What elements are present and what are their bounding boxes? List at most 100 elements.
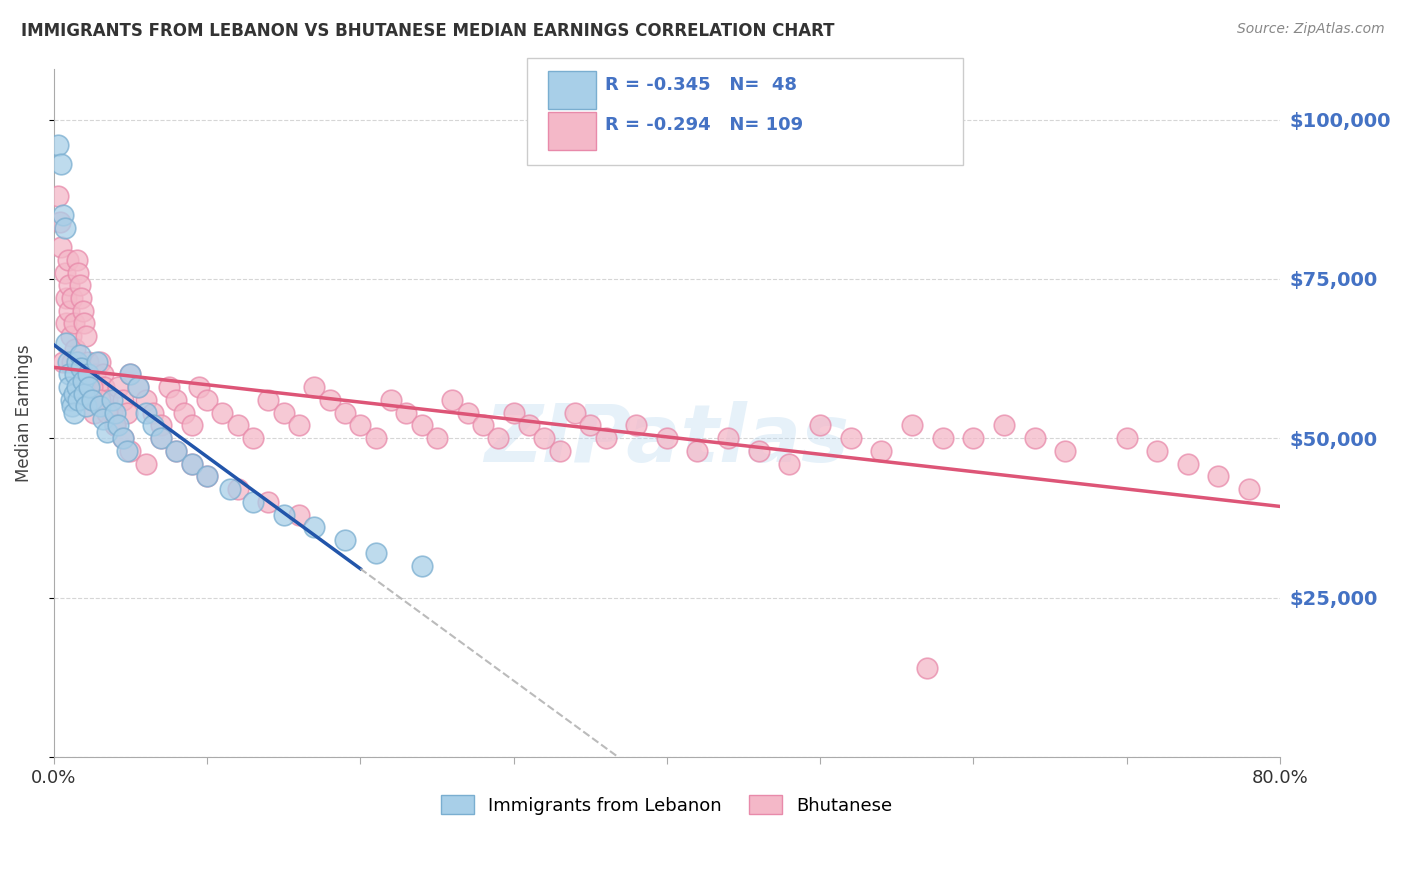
Point (93, 380, 115, 394)
Point (195, 469, 218, 483)
Point (748, 444, 770, 458)
Point (426, 431, 449, 445)
Point (55, 335, 77, 350)
Point (257, 392, 280, 407)
Point (165, 444, 187, 458)
Point (364, 431, 387, 445)
Point (931, 431, 953, 445)
Point (165, 444, 187, 458)
Point (104, 418, 127, 433)
Point (56, 355, 79, 369)
Point (82, 392, 104, 407)
Point (65, 368, 87, 382)
Point (91, 368, 114, 382)
Point (72, 303, 94, 318)
Point (180, 457, 202, 471)
Point (273, 508, 295, 522)
Point (917, 661, 939, 675)
Point (62, 406, 84, 420)
Point (66, 252, 89, 267)
Point (135, 457, 157, 471)
Point (226, 418, 249, 433)
Point (457, 406, 479, 420)
Point (96, 406, 118, 420)
Point (70, 361, 93, 376)
Point (318, 392, 340, 407)
Point (117, 406, 139, 420)
Point (101, 392, 124, 407)
Point (120, 368, 142, 382)
Point (58, 368, 80, 382)
Point (107, 380, 129, 394)
Point (75, 329, 97, 343)
Point (1237, 482, 1260, 496)
Point (211, 406, 233, 420)
Point (471, 418, 494, 433)
Point (517, 418, 540, 433)
Point (65, 342, 87, 356)
Point (120, 444, 142, 458)
Point (67, 392, 90, 407)
Point (502, 406, 524, 420)
Point (86, 380, 108, 394)
Point (76, 368, 98, 382)
Point (242, 431, 264, 445)
Point (717, 431, 740, 445)
Point (73, 368, 96, 382)
Point (655, 431, 678, 445)
Point (533, 431, 555, 445)
Point (1054, 444, 1077, 458)
Point (257, 495, 280, 509)
Point (107, 418, 129, 433)
Point (595, 431, 617, 445)
Point (66, 380, 89, 394)
Point (1208, 469, 1230, 483)
Point (111, 431, 134, 445)
Point (242, 495, 264, 509)
Text: R = -0.345   N=  48: R = -0.345 N= 48 (605, 76, 797, 94)
Point (195, 469, 218, 483)
Point (441, 392, 464, 407)
Y-axis label: Median Earnings: Median Earnings (15, 344, 32, 482)
Point (84, 368, 107, 382)
Point (117, 444, 139, 458)
Text: ZIPatlas: ZIPatlas (484, 401, 849, 479)
Point (104, 418, 127, 433)
Point (56, 252, 79, 267)
Point (1146, 444, 1168, 458)
Text: R = -0.294   N= 109: R = -0.294 N= 109 (605, 116, 803, 134)
Point (150, 418, 173, 433)
Point (288, 418, 311, 433)
Point (62, 317, 84, 331)
Point (111, 431, 134, 445)
Point (51, 240, 73, 254)
Point (411, 418, 433, 433)
Point (333, 533, 356, 548)
Point (188, 380, 211, 394)
Point (808, 418, 831, 433)
Point (135, 392, 157, 407)
Point (60, 400, 83, 414)
Point (304, 380, 326, 394)
Point (333, 406, 356, 420)
Point (127, 380, 149, 394)
Point (104, 406, 127, 420)
Point (150, 431, 173, 445)
Legend: Immigrants from Lebanon, Bhutanese: Immigrants from Lebanon, Bhutanese (433, 786, 901, 823)
Point (60, 355, 83, 369)
Point (55, 317, 77, 331)
Point (173, 406, 195, 420)
Point (380, 392, 402, 407)
Point (70, 291, 93, 305)
Point (226, 482, 249, 496)
Point (58, 380, 80, 394)
Point (1115, 431, 1137, 445)
Point (142, 418, 165, 433)
Point (48, 189, 70, 203)
Point (66, 355, 89, 369)
Point (486, 431, 509, 445)
Point (58, 278, 80, 293)
Point (101, 406, 124, 420)
Point (395, 406, 418, 420)
Point (59, 329, 82, 343)
